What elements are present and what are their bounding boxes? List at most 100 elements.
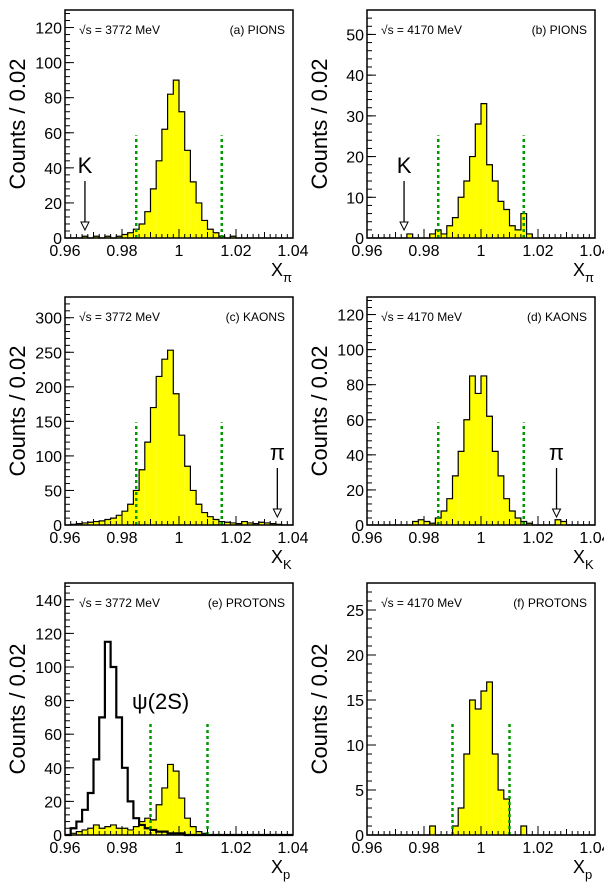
- histogram-bin: [110, 518, 117, 525]
- y-tick-label: 80: [44, 91, 62, 108]
- histogram-bin: [509, 225, 516, 238]
- y-tick-label: 10: [346, 190, 364, 207]
- panel-title: (d) KAONS: [527, 310, 587, 324]
- arrow-label: K: [397, 153, 412, 178]
- x-tick-label: 1: [477, 243, 486, 260]
- axis-ticks: 0 50 100 150 200 250 300 0.96 0.98 1 1.02 1.04: [35, 296, 309, 547]
- y-tick-label: 120: [35, 626, 62, 643]
- histogram-bin: [475, 709, 481, 835]
- x-axis-label: XK: [573, 547, 594, 572]
- histogram-bin: [526, 233, 533, 238]
- histogram-bin: [452, 826, 459, 835]
- histogram-bin: [406, 233, 413, 238]
- histogram-bin: [161, 359, 168, 525]
- y-tick-label: 300: [35, 311, 62, 328]
- axis-ticks: 0 20 40 60 80 100 120 140 0.96 0.98 1 1.02 1.04: [35, 585, 309, 857]
- y-tick-label: 40: [44, 761, 62, 778]
- histogram-bars: [367, 681, 595, 836]
- histogram-bin: [475, 393, 481, 525]
- x-tick-label: 0.96: [49, 243, 80, 260]
- histogram-bin: [201, 512, 208, 525]
- y-tick-label: 0: [355, 231, 364, 248]
- y-tick-label: 40: [346, 448, 364, 465]
- arrow-label: π: [270, 440, 285, 465]
- energy-label: √s = 4170 MeV: [381, 23, 462, 37]
- y-tick-label: 0: [53, 518, 62, 535]
- histogram-bin: [429, 233, 436, 238]
- arrow-head: [551, 508, 562, 519]
- y-tick-label: 25: [346, 603, 364, 620]
- histogram-bin: [93, 236, 100, 238]
- histogram-bin: [99, 828, 105, 835]
- cut-lines: [149, 721, 209, 835]
- y-tick-label: 60: [44, 727, 62, 744]
- x-tick-label: 0.96: [49, 530, 80, 547]
- panel-d: 0 20 40 60 80 100 120 0.96 0.98 1 1.02 1.04 Counts …: [307, 296, 604, 572]
- histogram-bin: [469, 375, 476, 525]
- cut-lines: [135, 135, 223, 238]
- x-tick-label: 0.96: [351, 840, 382, 857]
- histogram-bin: [230, 236, 236, 238]
- axis-ticks: 0 20 40 60 80 100 120 0.96 0.98 1 1.02 1.04: [337, 300, 604, 547]
- panel-title: (a) PIONS: [230, 23, 285, 37]
- histogram-bin: [82, 236, 88, 238]
- histogram-bin: [133, 490, 140, 525]
- histogram-bin: [139, 223, 145, 238]
- histogram-bin: [446, 225, 453, 238]
- cut-lines: [437, 422, 525, 525]
- x-tick-label: 1.04: [277, 243, 308, 260]
- x-tick-label: 0.98: [408, 840, 439, 857]
- annotation-arrow: π: [549, 440, 564, 519]
- y-tick-label: 50: [346, 27, 364, 44]
- histogram-bin: [201, 220, 208, 238]
- histogram-bin: [475, 124, 481, 238]
- histogram-bin: [247, 522, 254, 525]
- y-axis-label: Counts / 0.02: [307, 346, 332, 477]
- histogram-bin: [441, 510, 447, 525]
- histogram-bin: [127, 829, 134, 835]
- y-axis-label: Counts / 0.02: [307, 644, 332, 775]
- histogram-bin: [446, 498, 453, 525]
- histogram-bin: [122, 234, 128, 238]
- histogram-bin: [116, 236, 122, 238]
- histogram-bin: [167, 94, 174, 238]
- histogram-bin: [526, 523, 533, 525]
- histogram-bin: [196, 504, 202, 525]
- panel-e: 0 20 40 60 80 100 120 140 0.96 0.98 1 1.02 1.04 Coun…: [5, 582, 309, 882]
- y-tick-label: 60: [44, 126, 62, 143]
- histogram-bin: [492, 451, 499, 525]
- histogram-bin: [560, 521, 567, 525]
- y-tick-label: 250: [35, 345, 62, 362]
- arrow-head: [399, 221, 409, 232]
- x-tick-label: 0.98: [106, 530, 137, 547]
- arrow-head: [80, 221, 90, 232]
- y-tick-label: 120: [337, 308, 364, 325]
- histogram-bin: [429, 826, 436, 835]
- y-tick-label: 20: [346, 150, 364, 167]
- y-tick-label: 0: [53, 231, 62, 248]
- histogram-bin: [173, 80, 179, 239]
- panel-c: 0 50 100 150 200 250 300 0.96 0.98 1 1.02 1.04 Coun…: [5, 296, 309, 572]
- histogram-bin: [207, 229, 214, 238]
- histogram-bin: [104, 826, 111, 835]
- histogram-bin: [441, 233, 447, 238]
- histogram-bin: [150, 819, 157, 835]
- histogram-bin: [452, 475, 459, 525]
- histogram-bin: [104, 519, 111, 525]
- x-axis-label: XK: [271, 547, 292, 572]
- histogram-bin: [70, 833, 77, 835]
- histogram-bin: [213, 232, 219, 238]
- histogram-bin: [503, 799, 510, 835]
- histogram-bin: [156, 160, 162, 238]
- y-tick-label: 15: [346, 693, 364, 710]
- histogram-bin: [258, 522, 265, 525]
- annotation-arrow: π: [270, 440, 285, 519]
- histogram-bin: [463, 754, 470, 835]
- histogram-bin: [122, 828, 128, 835]
- histogram-bin: [133, 826, 140, 835]
- histogram-bin: [150, 188, 157, 238]
- histogram-bin: [161, 129, 168, 238]
- y-tick-label: 80: [44, 694, 62, 711]
- histogram-bin: [515, 517, 521, 525]
- y-tick-label: 0: [53, 828, 62, 845]
